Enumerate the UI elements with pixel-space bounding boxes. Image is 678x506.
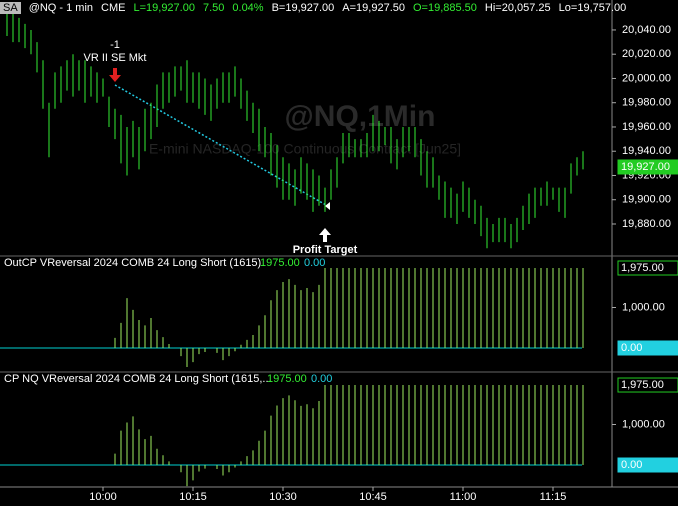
x-tick-label: 11:00: [450, 491, 477, 503]
y-tick-label: 20,040.00: [622, 24, 671, 36]
x-tick-label: 10:30: [269, 491, 297, 503]
y-tick-label: 19,880.00: [622, 218, 671, 230]
x-tick-label: 10:15: [179, 491, 207, 503]
x-tick-label: 10:45: [359, 491, 387, 503]
symbol-box: SA: [0, 2, 21, 14]
exchange: CME: [101, 2, 126, 14]
pane-status: 0.00: [311, 373, 332, 385]
value-badge-label: 0.00: [621, 342, 642, 354]
y-tick-label: 1,000.00: [622, 418, 665, 430]
watermark: @NQ,1Min: [285, 100, 436, 133]
x-tick-label: 10:00: [89, 491, 117, 503]
bid: B=19,927.00: [271, 2, 335, 14]
entry-label: VR II SE Mkt: [84, 52, 147, 64]
pane-title: OutCP VReversal 2024 COMB 24 Long Short …: [4, 257, 261, 269]
x-tick-label: 11:15: [540, 491, 567, 503]
value-badge: [617, 340, 678, 356]
entry-qty: -1: [110, 39, 120, 51]
y-tick-label: 19,960.00: [622, 121, 671, 133]
value-badge-label: 1,975.00: [621, 379, 664, 391]
trade-line: [114, 84, 327, 206]
y-tick-label: 19,940.00: [622, 145, 671, 157]
entry-arrow: [109, 68, 121, 82]
ask: A=19,927.50: [342, 2, 405, 14]
value-badge-label: 0.00: [621, 459, 642, 471]
last: L=19,927.00: [133, 2, 195, 14]
value-badge-label: 1,975.00: [621, 262, 664, 274]
quote-header: SA @NQ - 1 min CME L=19,927.00 7.50 0.04…: [0, 0, 626, 16]
value-badge: [617, 159, 678, 175]
y-tick-label: 1,000.00: [622, 301, 665, 313]
pane-status: 1975.00: [267, 373, 307, 385]
watermark-sub: E-mini NASDAQ-100 Continuous Contract [J…: [149, 141, 461, 157]
value-badge: [617, 377, 678, 393]
value-badge-label: 19,927.00: [621, 161, 670, 173]
y-tick-label: 20,020.00: [622, 48, 671, 60]
open: O=19,885.50: [413, 2, 477, 14]
symbol: @NQ - 1 min: [28, 2, 94, 14]
low: Lo=19,757.00: [558, 2, 627, 14]
change-pct: 0.04%: [232, 2, 264, 14]
pane-status: 1975.00: [260, 257, 300, 269]
pane-status: 0.00: [304, 257, 325, 269]
change: 7.50: [202, 2, 225, 14]
value-badge: [617, 457, 678, 473]
y-tick-label: 19,900.00: [622, 194, 671, 206]
exit-marker: [325, 202, 330, 210]
high: Hi=20,057.25: [484, 2, 551, 14]
exit-label: Profit Target: [293, 244, 358, 256]
pane-title: CP NQ VReversal 2024 COMB 24 Long Short …: [4, 373, 272, 385]
y-tick-label: 20,000.00: [622, 72, 671, 84]
y-tick-label: 19,980.00: [622, 97, 671, 109]
exit-arrow: [319, 228, 331, 242]
value-badge: [617, 260, 678, 276]
